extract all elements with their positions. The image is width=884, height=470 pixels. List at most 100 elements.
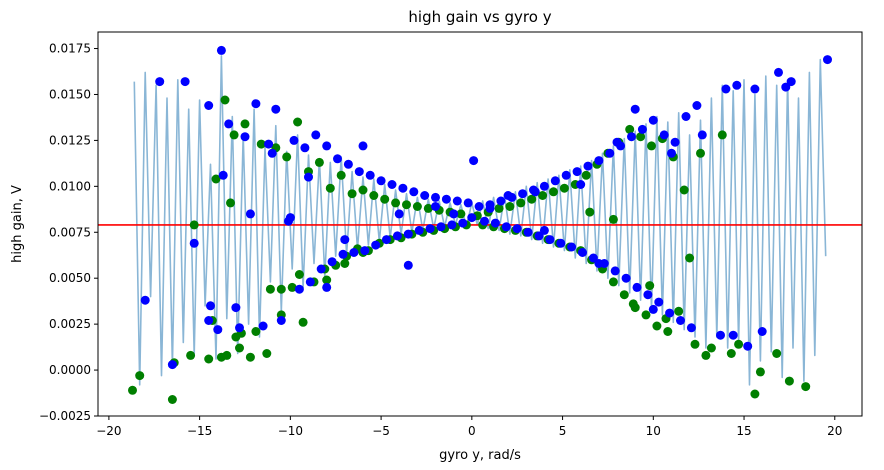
x-tick-label: −5 bbox=[372, 424, 390, 438]
scatter-point bbox=[490, 218, 500, 228]
x-tick-label: −20 bbox=[96, 424, 121, 438]
scatter-point bbox=[287, 282, 297, 292]
scatter-point bbox=[311, 130, 321, 140]
scatter-point bbox=[667, 148, 676, 158]
scatter-point bbox=[685, 253, 695, 263]
scatter-point bbox=[325, 183, 335, 193]
scatter-point bbox=[772, 349, 782, 358]
scatter-point bbox=[458, 218, 468, 228]
scatter-point bbox=[538, 191, 548, 200]
scatter-point bbox=[627, 132, 636, 142]
scatter-point bbox=[781, 82, 791, 92]
x-tick-label: 10 bbox=[646, 424, 661, 438]
scatter-point bbox=[732, 80, 742, 90]
scatter-point bbox=[721, 84, 731, 94]
scatter-point bbox=[823, 55, 832, 65]
scatter-point bbox=[231, 332, 241, 342]
scatter-point bbox=[463, 198, 473, 208]
scatter-point bbox=[647, 141, 656, 151]
scatter-point bbox=[630, 104, 640, 114]
scatter-point bbox=[801, 382, 811, 392]
scatter-point bbox=[648, 115, 658, 125]
scatter-point bbox=[360, 246, 370, 256]
scatter-point bbox=[245, 352, 255, 362]
scatter-point bbox=[382, 235, 391, 245]
scatter-point bbox=[305, 277, 315, 287]
scatter-point bbox=[298, 317, 308, 327]
scatter-point bbox=[276, 316, 286, 325]
scatter-point bbox=[750, 84, 760, 94]
scatter-point bbox=[467, 213, 477, 223]
scatter-point bbox=[692, 101, 702, 110]
scatter-point bbox=[423, 203, 433, 213]
scatter-point bbox=[612, 137, 622, 147]
y-tick-label: 0.0000 bbox=[49, 363, 91, 377]
scatter-point bbox=[518, 189, 528, 199]
scatter-point bbox=[140, 295, 150, 305]
x-tick-label: 15 bbox=[736, 424, 751, 438]
scatter-point bbox=[637, 124, 647, 134]
scatter-point bbox=[265, 284, 275, 294]
scatter-point bbox=[354, 167, 364, 177]
scatter-point bbox=[608, 277, 618, 287]
scatter-point bbox=[447, 220, 457, 230]
scatter-point bbox=[501, 222, 511, 232]
scatter-point bbox=[449, 209, 459, 219]
scatter-point bbox=[394, 209, 404, 219]
scatter-point bbox=[167, 360, 177, 370]
scatter-point bbox=[128, 385, 137, 395]
scatter-point bbox=[412, 202, 422, 211]
x-tick-label: −10 bbox=[278, 424, 303, 438]
scatter-point bbox=[686, 323, 696, 333]
scatter-point bbox=[189, 220, 199, 230]
scatter-point bbox=[572, 167, 582, 177]
scatter-point bbox=[636, 132, 646, 142]
scatter-point bbox=[648, 304, 658, 314]
scatter-point bbox=[340, 235, 350, 245]
y-tick-label: 0.0175 bbox=[49, 42, 91, 56]
scatter-point bbox=[289, 135, 299, 145]
scatter-point bbox=[216, 45, 226, 55]
scatter-point bbox=[441, 194, 451, 204]
scatter-point bbox=[757, 327, 767, 336]
scatter-point bbox=[282, 152, 292, 162]
scatter-point bbox=[251, 99, 261, 109]
scatter-point bbox=[322, 275, 332, 285]
scatter-point bbox=[632, 282, 642, 292]
scatter-point bbox=[245, 209, 255, 219]
scatter-point bbox=[654, 297, 664, 307]
scatter-point bbox=[512, 224, 522, 234]
scatter-point bbox=[578, 248, 587, 257]
scatter-point bbox=[369, 191, 379, 200]
scatter-point bbox=[663, 327, 673, 336]
scatter-point bbox=[645, 281, 655, 291]
scatter-point bbox=[674, 306, 684, 316]
y-tick-label: 0.0025 bbox=[49, 317, 91, 331]
scatter-point bbox=[728, 330, 738, 340]
scatter-point bbox=[697, 130, 707, 140]
scatter-point bbox=[204, 101, 214, 110]
scatter-point bbox=[316, 264, 326, 274]
scatter-point bbox=[371, 240, 381, 250]
scatter-point bbox=[561, 170, 571, 180]
scatter-point bbox=[706, 343, 716, 353]
y-tick-label: 0.0150 bbox=[49, 87, 91, 101]
scatter-point bbox=[496, 196, 506, 206]
scatter-point bbox=[338, 249, 348, 259]
scatter-point bbox=[643, 290, 653, 300]
scatter-point bbox=[774, 67, 783, 77]
scatter-point bbox=[625, 124, 635, 134]
scatter-point bbox=[347, 189, 357, 199]
scatter-point bbox=[605, 148, 615, 158]
y-tick-label: 0.0100 bbox=[49, 179, 91, 193]
plot-area bbox=[98, 45, 862, 404]
scatter-point bbox=[258, 321, 268, 331]
y-tick-label: 0.0075 bbox=[49, 225, 91, 239]
scatter-point bbox=[717, 130, 727, 140]
scatter-point bbox=[485, 203, 495, 213]
scatter-point bbox=[786, 77, 796, 87]
scatter-point bbox=[665, 308, 675, 318]
scatter-point bbox=[285, 213, 295, 223]
y-tick-label: −0.0025 bbox=[39, 409, 91, 423]
